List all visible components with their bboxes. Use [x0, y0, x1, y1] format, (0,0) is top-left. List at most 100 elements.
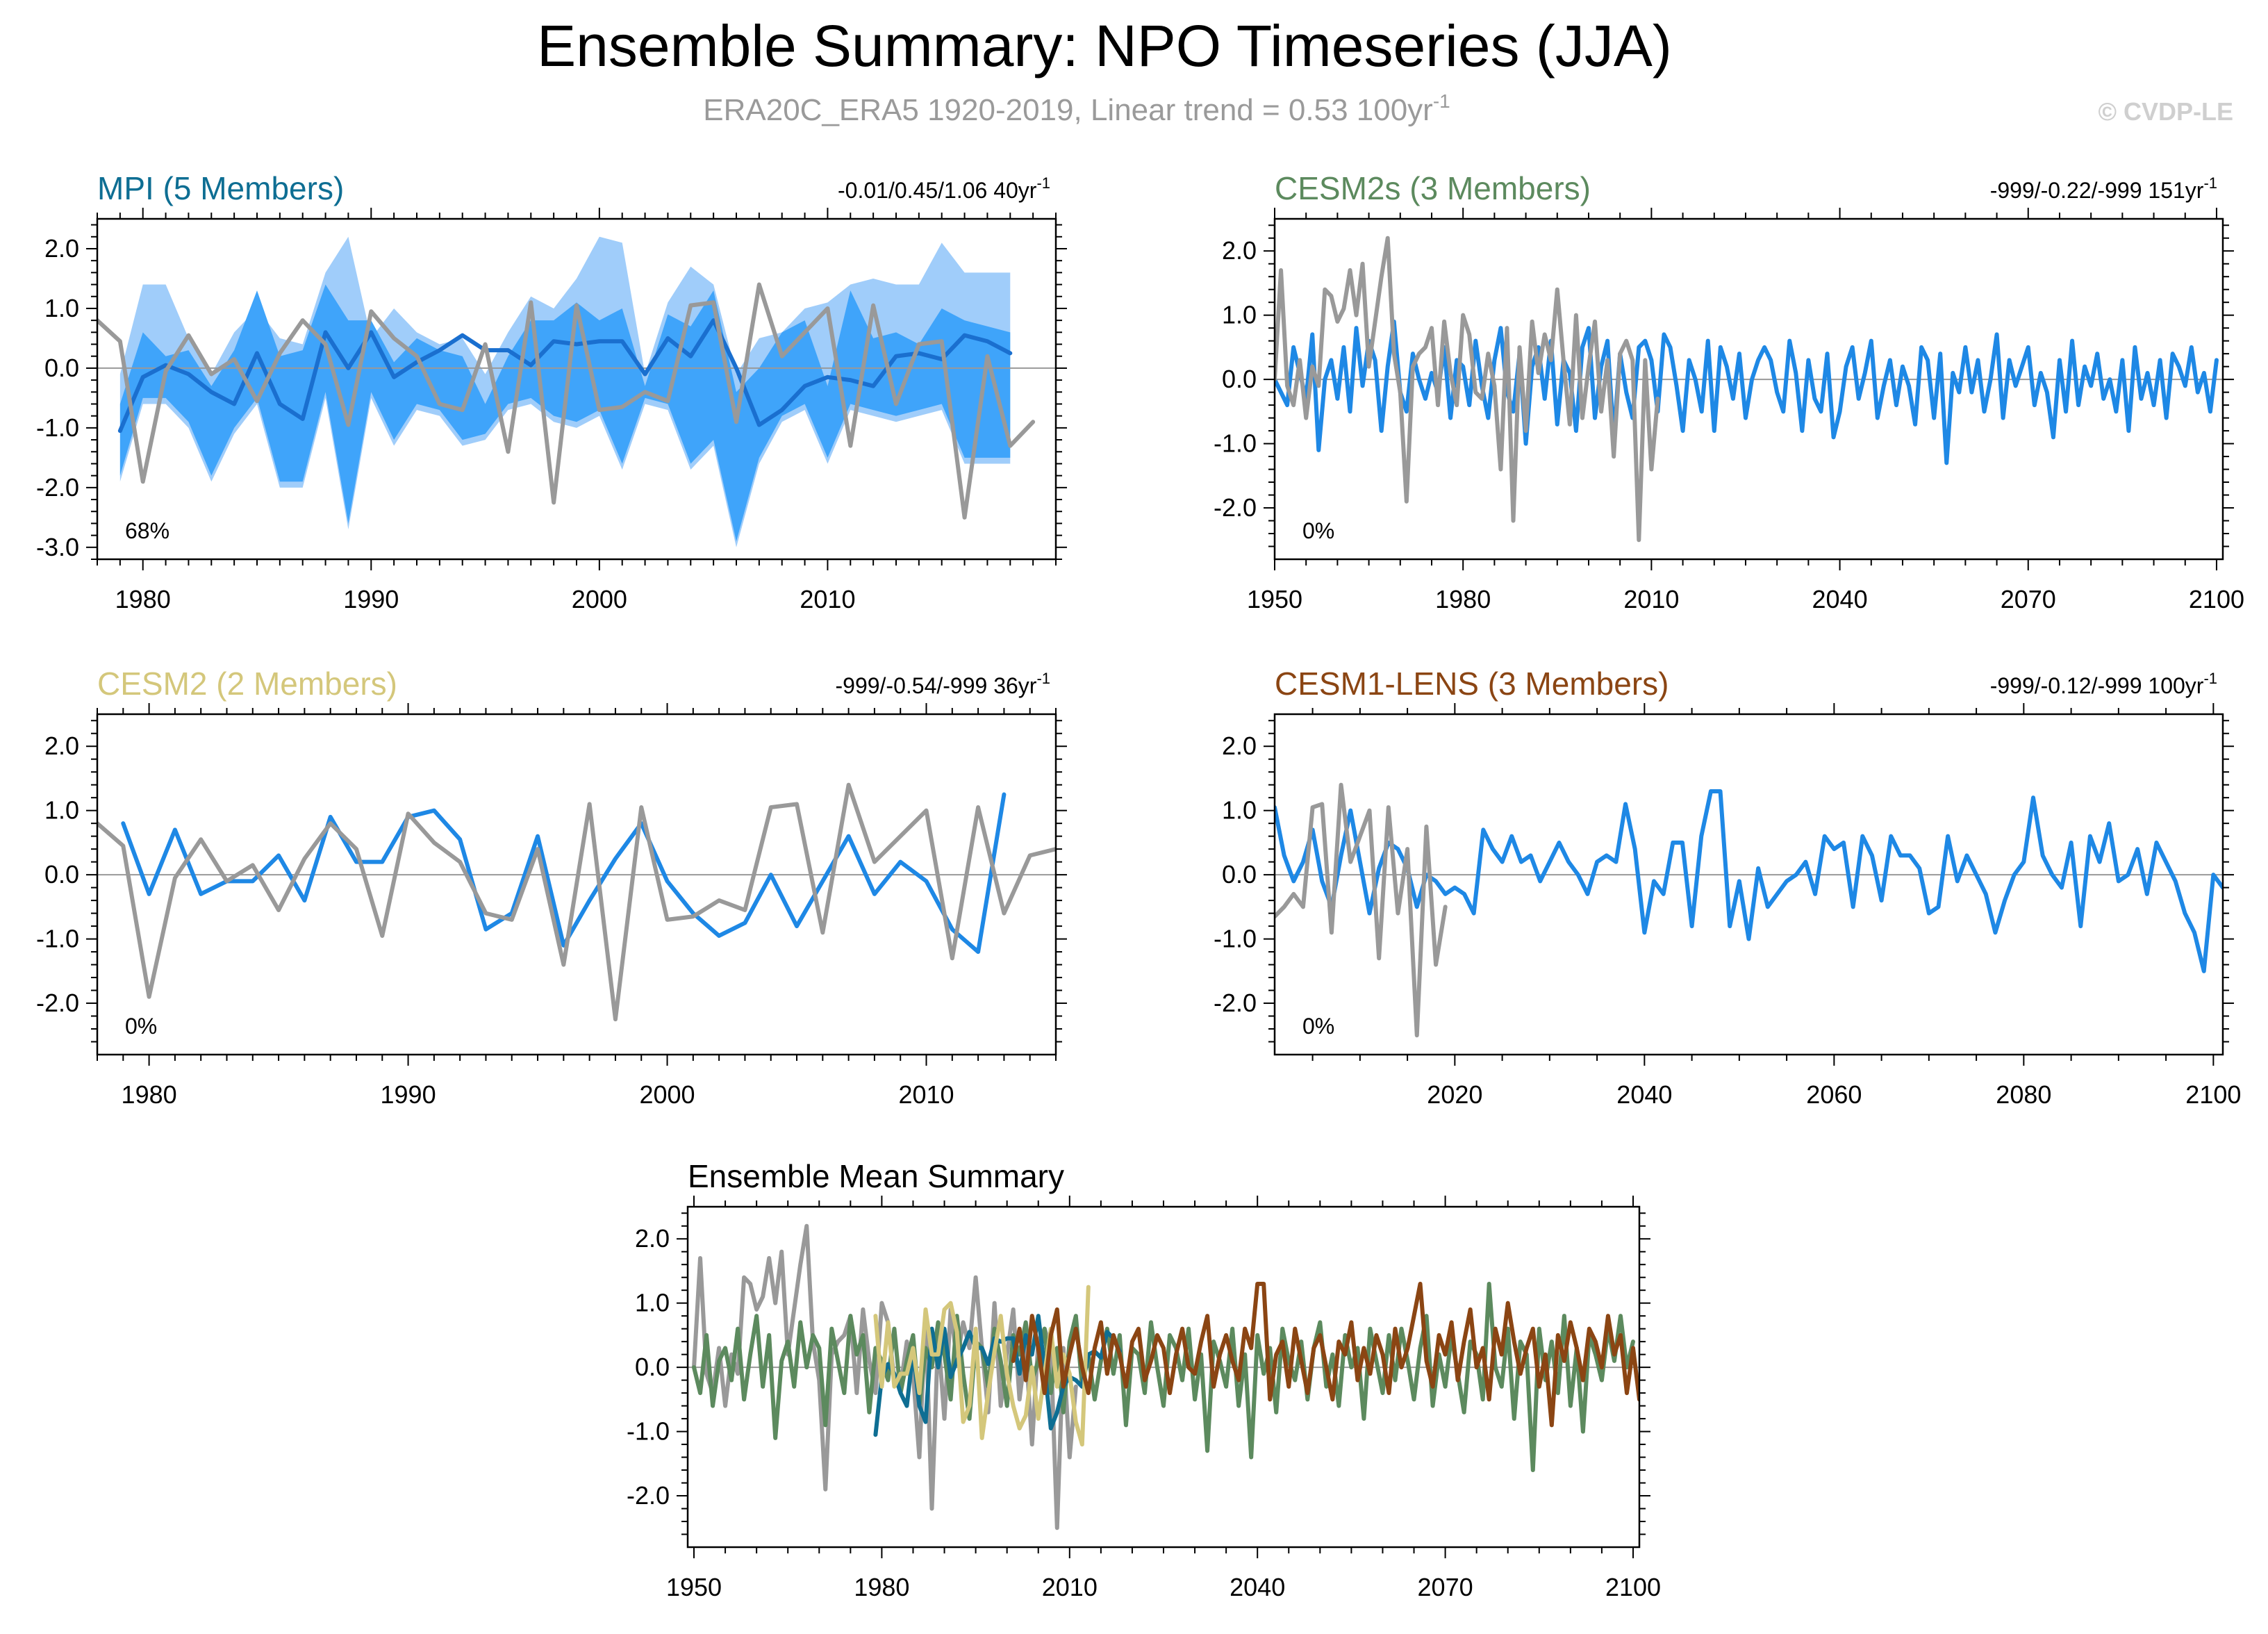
- x-tick-label: 1980: [854, 1573, 909, 1601]
- panel-stats-cesm2s: -999/-0.22/-999 151yr-1: [1990, 174, 2217, 203]
- x-tick-label: 2010: [800, 585, 855, 613]
- x-tick-label: 1980: [122, 1080, 177, 1109]
- y-tick-label: -3.0: [36, 533, 79, 561]
- panel-title-mean: Ensemble Mean Summary: [688, 1158, 1064, 1194]
- x-tick-label: 1950: [1247, 585, 1302, 613]
- plot-frame-cesm2s: [1273, 217, 2224, 561]
- x-tick-label: 1990: [381, 1080, 436, 1109]
- credit-label: © CVDP-LE: [2098, 97, 2233, 126]
- panel-title-cesm1: CESM1-LENS (3 Members): [1275, 666, 1669, 702]
- series-line-era20c-era5: [692, 1223, 1078, 1530]
- stats-text: -0.01/0.45/1.06 40yr: [838, 178, 1037, 203]
- series-line-cesm2: [873, 1285, 1091, 1447]
- series-line-cesm1-lens-member: [1275, 789, 2223, 973]
- y-tick-label: -2.0: [1214, 493, 1257, 522]
- x-tick-label: 1980: [115, 585, 171, 613]
- panel-title-mpi: MPI (5 Members): [97, 170, 344, 206]
- pct-label-cesm2: 0%: [125, 1014, 157, 1039]
- stats-sup: -1: [1036, 670, 1050, 687]
- y-tick-label: 2.0: [635, 1224, 670, 1253]
- y-tick-label: -2.0: [36, 473, 79, 502]
- stats-sup: -1: [2203, 174, 2217, 192]
- y-tick-label: -1.0: [36, 413, 79, 442]
- x-tick-label: 2020: [1427, 1080, 1482, 1109]
- y-tick-label: -2.0: [36, 989, 79, 1017]
- series-line-era20c-era5: [97, 282, 1036, 520]
- y-tick-label: 0.0: [44, 860, 79, 889]
- pct-label-cesm2s: 0%: [1302, 518, 1334, 543]
- x-tick-label: 2100: [2189, 585, 2244, 613]
- y-tick-label: 0.0: [635, 1353, 670, 1381]
- y-tick-label: -1.0: [1214, 925, 1257, 953]
- panel-stats-cesm1: -999/-0.12/-999 100yr-1: [1990, 670, 2217, 698]
- plot-area-cesm2s: [1275, 236, 2223, 543]
- x-tick-label: 2010: [898, 1080, 954, 1109]
- x-tick-label: 1980: [1435, 585, 1491, 613]
- x-tick-label: 1950: [666, 1573, 722, 1601]
- figure-title: Ensemble Summary: NPO Timeseries (JJA): [537, 13, 1672, 79]
- x-tick-label: 2040: [1812, 585, 1868, 613]
- y-tick-label: 2.0: [1222, 732, 1257, 760]
- x-tick-label: 2060: [1806, 1080, 1862, 1109]
- series-line-cesm1-lens: [1011, 1281, 1639, 1428]
- stats-text: -999/-0.12/-999 100yr: [1990, 673, 2204, 698]
- stats-sup: -1: [2203, 670, 2217, 687]
- y-tick-label: 2.0: [1222, 236, 1257, 265]
- x-tick-label: 2070: [2001, 585, 2056, 613]
- y-tick-label: 0.0: [1222, 365, 1257, 393]
- y-tick-label: -2.0: [627, 1481, 670, 1510]
- y-tick-label: 1.0: [1222, 796, 1257, 825]
- x-tick-label: 2040: [1230, 1573, 1285, 1601]
- panel-cesm2: CESM2 (2 Members) -999/-0.54/-999 36yr-1 2…: [36, 666, 1067, 1109]
- series-line-era20c-era5: [1275, 236, 1660, 543]
- x-tick-label: 1990: [343, 585, 399, 613]
- panel-mean: Ensemble Mean Summary 2.0 1.0 0.0 -1.0 -2.0 19…: [627, 1158, 1661, 1601]
- y-tick-label: 1.0: [1222, 301, 1257, 329]
- y-tick-label: 2.0: [44, 234, 79, 263]
- x-tick-label: 2080: [1996, 1080, 2051, 1109]
- stats-text: -999/-0.54/-999 36yr: [835, 673, 1036, 698]
- series-line-cesm2-member: [121, 792, 1007, 955]
- subtitle-sup: -1: [1433, 90, 1450, 112]
- x-tick-label: 2010: [1623, 585, 1679, 613]
- plot-area-cesm1: [1275, 782, 2223, 1038]
- plot-area-mpi: [97, 236, 1056, 547]
- x-tick-label: 2040: [1616, 1080, 1672, 1109]
- stats-text: -999/-0.22/-999 151yr: [1990, 178, 2204, 203]
- y-tick-label: -1.0: [36, 925, 79, 953]
- panels: MPI (5 Members) -0.01/0.45/1.06 40yr-12.0…: [36, 170, 2244, 1601]
- series-line-era20c-era5: [1275, 782, 1448, 1038]
- figure-subtitle: ERA20C_ERA5 1920-2019, Linear trend = 0.…: [703, 90, 1450, 127]
- series-line-era20c-era5: [97, 782, 1056, 1022]
- pct-label-mpi: 68%: [125, 518, 169, 543]
- y-tick-label: -1.0: [627, 1417, 670, 1446]
- x-tick-label: 2000: [639, 1080, 695, 1109]
- y-tick-label: 2.0: [44, 732, 79, 760]
- x-tick-label: 2010: [1042, 1573, 1098, 1601]
- panel-stats-cesm2: -999/-0.54/-999 36yr-1: [835, 670, 1050, 698]
- plot-frame-cesm2: [96, 713, 1057, 1056]
- y-tick-label: 1.0: [44, 294, 79, 322]
- plot-frame-cesm1: [1273, 713, 2224, 1056]
- x-tick-label: 2070: [1418, 1573, 1473, 1601]
- y-tick-label: -2.0: [1214, 989, 1257, 1017]
- panel-title-cesm2s: CESM2s (3 Members): [1275, 170, 1591, 206]
- series-line-cesm2s-member: [1275, 319, 2219, 465]
- y-tick-label: 0.0: [44, 354, 79, 382]
- stats-sup: -1: [1036, 174, 1050, 192]
- panel-cesm2s: CESM2s (3 Members) -999/-0.22/-999 151yr-…: [1214, 170, 2244, 613]
- y-tick-label: -1.0: [1214, 429, 1257, 458]
- x-tick-label: 2100: [2185, 1080, 2241, 1109]
- x-tick-label: 2100: [1605, 1573, 1661, 1601]
- y-tick-label: 1.0: [44, 796, 79, 825]
- pct-label-cesm1: 0%: [1302, 1014, 1334, 1039]
- y-tick-label: 1.0: [635, 1289, 670, 1317]
- x-tick-label: 2000: [572, 585, 627, 613]
- panel-title-cesm2: CESM2 (2 Members): [97, 666, 397, 702]
- panel-mpi: MPI (5 Members) -0.01/0.45/1.06 40yr-1 2.0…: [36, 170, 1067, 613]
- plot-area-cesm2: [97, 782, 1056, 1022]
- y-tick-label: 0.0: [1222, 860, 1257, 889]
- panel-cesm1: CESM1-LENS (3 Members) -999/-0.12/-999 10…: [1214, 666, 2241, 1109]
- subtitle-text: ERA20C_ERA5 1920-2019, Linear trend = 0.…: [703, 93, 1433, 127]
